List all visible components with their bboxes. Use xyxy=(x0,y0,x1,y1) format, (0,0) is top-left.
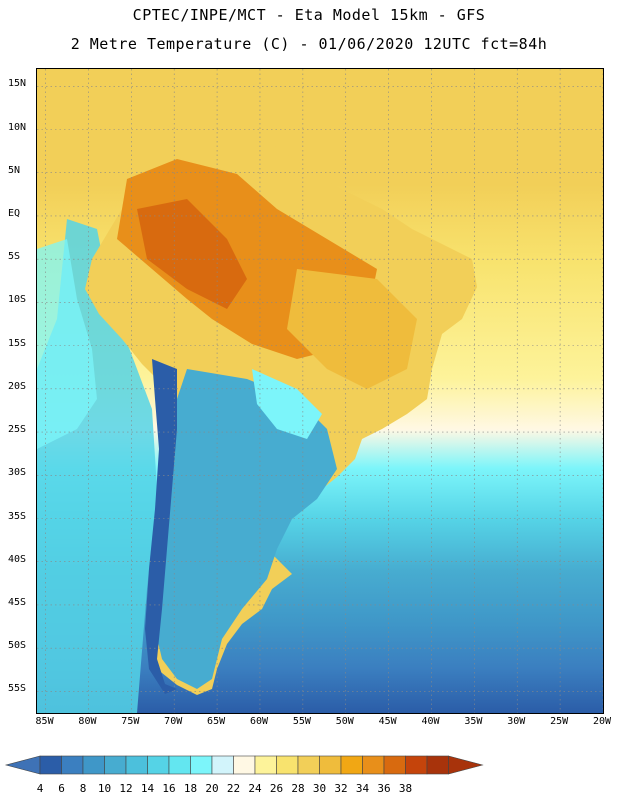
map-title-line2: 2 Metre Temperature (C) - 01/06/2020 12U… xyxy=(70,35,548,53)
colorbar-swatch xyxy=(405,755,428,775)
colorbar-tick-label: 26 xyxy=(269,782,284,795)
lon-label: 60W xyxy=(249,716,268,727)
colorbar-tick-label: 24 xyxy=(248,782,262,795)
lon-label: 25W xyxy=(550,716,569,727)
colorbar-swatch xyxy=(276,755,299,775)
map-title-line1: CPTEC/INPE/MCT - Eta Model 15km - GFS xyxy=(132,6,486,24)
western-amazon-hotspot xyxy=(137,199,247,309)
lon-label: 85W xyxy=(35,716,54,727)
colorbar-high-arrow xyxy=(448,755,484,775)
map-canvas xyxy=(37,69,603,713)
lon-label: 65W xyxy=(207,716,226,727)
colorbar-swatch xyxy=(82,755,105,775)
colorbar-swatch xyxy=(233,755,256,775)
lon-label: 75W xyxy=(121,716,140,727)
lon-label: 70W xyxy=(164,716,183,727)
colorbar-tick-label: 32 xyxy=(334,782,348,795)
pacific-light-band xyxy=(37,239,97,449)
lon-label: 30W xyxy=(507,716,526,727)
lon-label: 20W xyxy=(592,716,612,727)
colorbar-tick-label: 28 xyxy=(291,782,305,795)
lat-label: EQ xyxy=(8,207,21,219)
lat-label: 30S xyxy=(8,467,27,479)
colorbar-tick-label: 12 xyxy=(119,782,133,795)
colorbar xyxy=(4,755,484,775)
colorbar-swatch xyxy=(297,755,320,775)
pampas-light-zone xyxy=(252,369,322,439)
andes-cold-strip xyxy=(145,359,177,694)
colorbar-tick-label: 8 xyxy=(79,782,87,795)
colorbar-tick-label: 36 xyxy=(377,782,391,795)
lat-label: 50S xyxy=(8,640,27,652)
lat-label: 55S xyxy=(8,683,27,695)
colorbar-swatch xyxy=(190,755,213,775)
lon-label: 50W xyxy=(335,716,354,727)
lat-label: 15S xyxy=(8,337,27,349)
colorbar-swatch xyxy=(125,755,148,775)
colorbar-swatch xyxy=(168,755,191,775)
colorbar-tick-label: 4 xyxy=(36,782,44,795)
colorbar-tick-label: 22 xyxy=(226,782,241,795)
colorbar-swatch xyxy=(340,755,363,775)
colorbar-swatch xyxy=(254,755,277,775)
temperature-map[interactable] xyxy=(36,68,604,714)
colorbar-tick-label: 38 xyxy=(398,782,413,795)
lon-label: 45W xyxy=(378,716,397,727)
lat-label: 25S xyxy=(8,424,27,436)
colorbar-swatch xyxy=(104,755,127,775)
colorbar-swatch xyxy=(147,755,170,775)
lat-label: 40S xyxy=(8,553,27,565)
lon-label: 55W xyxy=(292,716,311,727)
lon-label: 35W xyxy=(464,716,483,727)
colorbar-swatch xyxy=(61,755,84,775)
lat-label: 5S xyxy=(8,251,21,263)
southern-cool-zone xyxy=(155,369,337,689)
lat-label: 5N xyxy=(8,164,21,176)
colorbar-swatch xyxy=(383,755,406,775)
colorbar-tick-label: 30 xyxy=(312,782,327,795)
colorbar-tick-label: 20 xyxy=(205,782,219,795)
colorbar-tick-label: 18 xyxy=(183,782,198,795)
lat-label: 20S xyxy=(8,380,27,392)
colorbar-swatch xyxy=(362,755,385,775)
lat-label: 35S xyxy=(8,510,27,522)
brazil-warm-zone xyxy=(287,269,417,389)
colorbar-tick-label: 14 xyxy=(140,782,155,795)
lat-label: 10S xyxy=(8,294,27,306)
lat-label: 10N xyxy=(8,121,27,133)
colorbar-tick-label: 6 xyxy=(58,782,65,795)
colorbar-swatch xyxy=(39,755,62,775)
colorbar-tick-label: 16 xyxy=(162,782,176,795)
lon-label: 40W xyxy=(421,716,440,727)
colorbar-swatch xyxy=(211,755,234,775)
colorbar-tick-label: 34 xyxy=(355,782,370,795)
lon-label: 80W xyxy=(78,716,97,727)
colorbar-swatch xyxy=(319,755,342,775)
lat-label: 15N xyxy=(8,78,27,90)
colorbar-tick-label: 10 xyxy=(97,782,112,795)
lat-label: 45S xyxy=(8,596,27,608)
colorbar-swatch xyxy=(426,755,449,775)
colorbar-low-arrow xyxy=(4,755,41,775)
